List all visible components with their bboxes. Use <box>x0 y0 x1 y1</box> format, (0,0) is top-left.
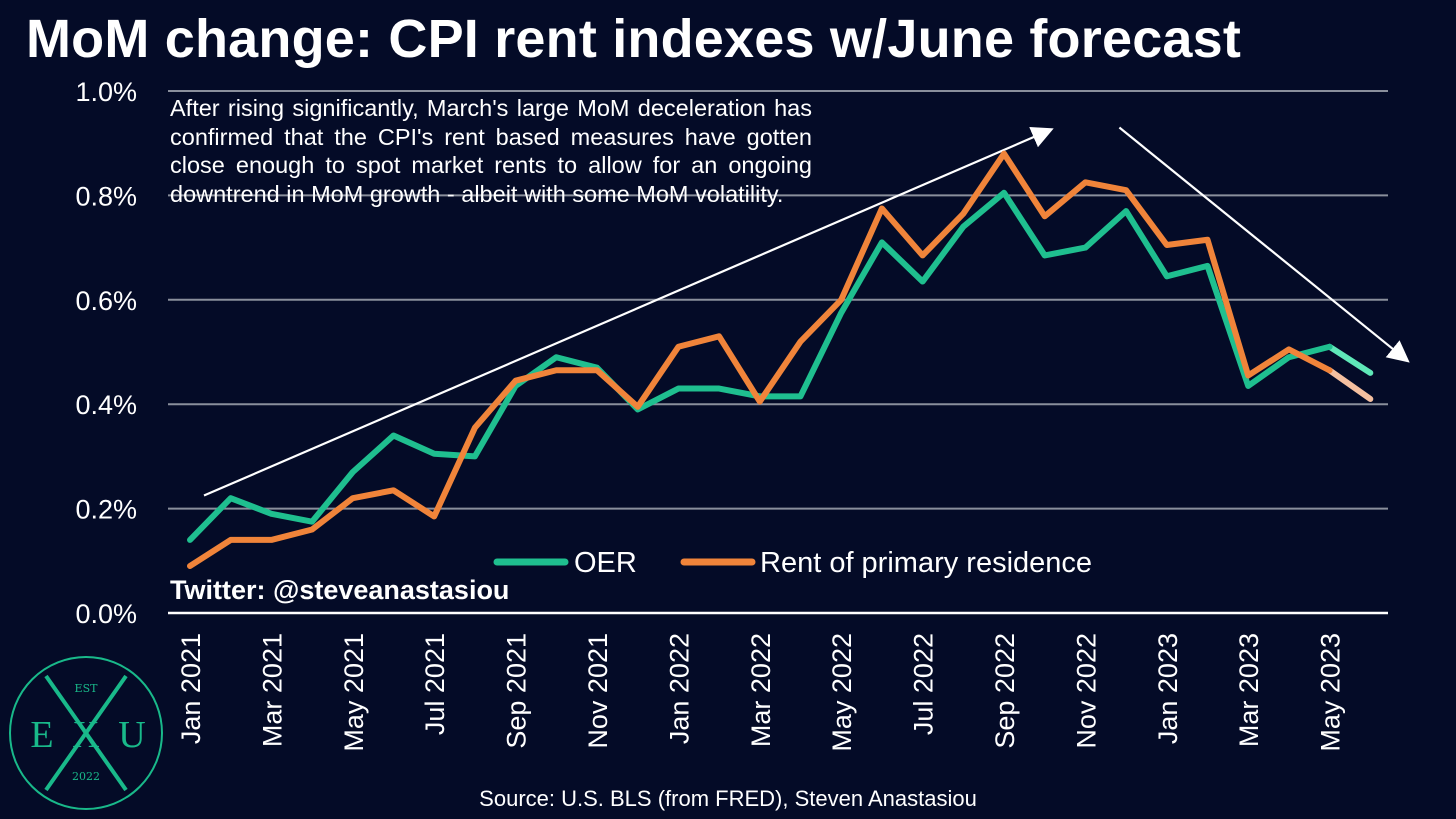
twitter-handle: Twitter: @steveanastasiou <box>170 575 510 605</box>
legend-label-rent: Rent of primary residence <box>760 547 1092 579</box>
logo-sword-2 <box>44 674 128 792</box>
x-tick-label: Mar 2022 <box>746 633 776 747</box>
x-tick-label: Mar 2023 <box>1234 633 1264 747</box>
chart-annotation: After rising significantly, March's larg… <box>170 95 812 207</box>
x-tick-label: Jan 2021 <box>176 633 206 744</box>
trend-arrow-up <box>203 127 1054 497</box>
source-note: Source: U.S. BLS (from FRED), Steven Ana… <box>479 786 977 811</box>
y-tick-label: 0.6% <box>75 286 137 316</box>
x-tick-label: Jan 2023 <box>1153 633 1183 744</box>
legend-label-oer: OER <box>574 547 637 579</box>
series-line-rent-forecast <box>1326 367 1374 402</box>
y-tick-label: 0.8% <box>75 181 137 211</box>
series-lines <box>187 150 1374 570</box>
x-tick-label: Sep 2021 <box>502 633 532 749</box>
logo-text-left: E <box>30 714 53 756</box>
x-tick-label: Sep 2022 <box>990 633 1020 749</box>
logo-ring <box>9 656 163 810</box>
series-line-rent <box>187 150 1333 570</box>
x-tick-label: May 2022 <box>827 633 857 752</box>
series-line-oer-forecast <box>1326 343 1374 376</box>
x-tick-label: May 2023 <box>1316 633 1346 752</box>
trend-arrows <box>203 126 1410 497</box>
x-axis: Jan 2021 Mar 2021 May 2021 Jul 2021 Sep 2021… <box>176 633 1346 752</box>
x-tick-label: Jan 2022 <box>664 633 694 744</box>
x-tick-label: Jul 2021 <box>420 633 450 735</box>
y-axis: 0.0% 0.2% 0.4% 0.6% 0.8% 1.0% <box>75 77 137 629</box>
x-tick-label: Mar 2021 <box>257 633 287 747</box>
x-tick-label: Jul 2022 <box>909 633 939 735</box>
x-tick-label: Nov 2021 <box>583 633 613 749</box>
y-tick-label: 0.4% <box>75 390 137 420</box>
gridlines <box>168 90 1388 615</box>
logo-text-right: U <box>118 714 145 756</box>
series-line-oer <box>187 189 1333 543</box>
logo-text-center: X <box>72 714 99 756</box>
chart-title: MoM change: CPI rent indexes w/June fore… <box>26 9 1242 69</box>
exu-logo: EST E X U 2022 <box>9 656 163 810</box>
logo-text-bottom: 2022 <box>72 770 100 783</box>
legend: OER Rent of primary residence <box>493 547 1092 579</box>
y-tick-label: 0.0% <box>75 599 137 629</box>
y-tick-label: 1.0% <box>75 77 137 107</box>
logo-text-top: EST <box>75 682 99 695</box>
y-tick-label: 0.2% <box>75 495 137 525</box>
x-tick-label: May 2021 <box>339 633 369 752</box>
trend-arrow-down <box>1118 126 1410 363</box>
x-tick-label: Nov 2022 <box>1071 633 1101 749</box>
